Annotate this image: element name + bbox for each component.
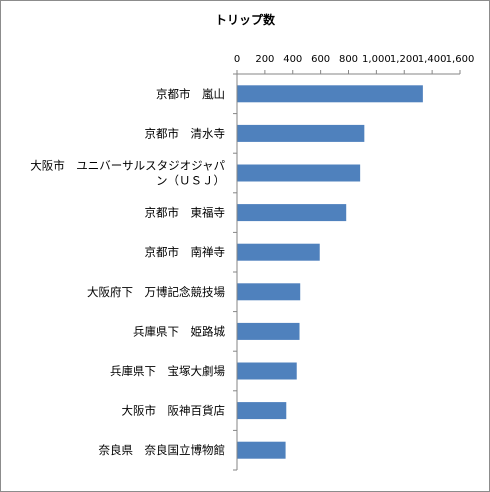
bar (237, 322, 300, 340)
category-label: 京都市 嵐山 (156, 87, 225, 101)
bar (237, 441, 286, 459)
category-label: 京都市 清水寺 (145, 126, 226, 140)
x-tick-label: 1,000 (362, 54, 391, 65)
category-label: 兵庫県下 姫路城 (133, 324, 225, 338)
bar (237, 85, 423, 103)
x-tick-label: 1,400 (418, 54, 447, 65)
category-label: 京都市 東福寺 (145, 206, 226, 220)
category-label: 京都市 南禅寺 (145, 245, 226, 259)
category-label: 兵庫県下 宝塚大劇場 (110, 364, 225, 378)
category-label: 奈良県 奈良国立博物館 (99, 443, 226, 457)
bar (237, 164, 361, 182)
bar (237, 362, 297, 380)
x-tick-label: 800 (339, 54, 358, 65)
bar (237, 283, 301, 301)
category-label: 大阪市 阪神百貨店 (122, 404, 226, 418)
category-label: ン（ＵＳＪ） (156, 174, 225, 188)
bar (237, 243, 320, 261)
x-tick-label: 200 (255, 54, 274, 65)
chart-title: トリップ数 (215, 12, 276, 27)
bar (237, 124, 365, 142)
x-tick-label: 0 (234, 54, 240, 65)
x-tick-label: 1,200 (390, 54, 419, 65)
x-tick-label: 400 (283, 54, 302, 65)
x-tick-label: 1,600 (446, 54, 475, 65)
category-label: 大阪府下 万博記念競技場 (87, 285, 225, 299)
bar (237, 402, 287, 420)
x-tick-label: 600 (311, 54, 330, 65)
category-label: 大阪市 ユニバーサルスタジオジャパ (30, 159, 225, 173)
bar (237, 204, 347, 222)
